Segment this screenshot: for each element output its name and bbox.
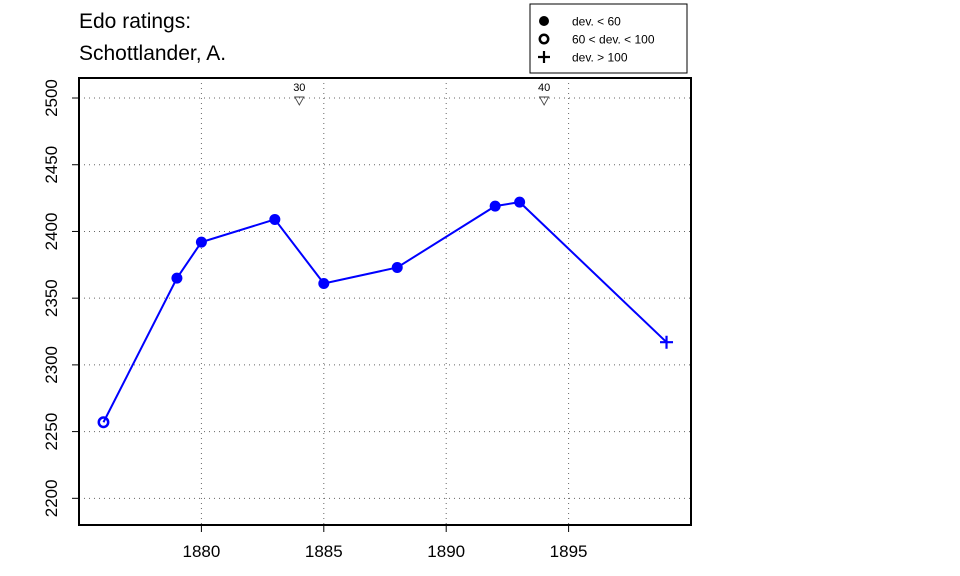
annotations: 30 40: [293, 82, 550, 106]
x-tick-label: 1880: [182, 542, 220, 561]
legend-marker: [539, 16, 549, 26]
chart-title: Edo ratings:: [79, 10, 192, 33]
annotation-marker: [538, 96, 550, 106]
data-point: [514, 196, 526, 208]
data-series: [97, 196, 674, 429]
axes: 2200 2250 2300 2350 2400 2450 2500 1880 1885 1890…: [42, 79, 588, 561]
data-point: [195, 236, 207, 248]
annotation-label: 40: [538, 82, 550, 94]
annotation-marker: [294, 96, 305, 106]
data-point: [660, 335, 674, 349]
x-tick-label: 1895: [550, 542, 588, 561]
chart-subtitle: Schottlander, A.: [79, 42, 227, 65]
data-point: [489, 200, 501, 212]
y-tick-label: 2250: [42, 413, 61, 451]
annotation-label: 30: [293, 82, 305, 94]
y-tick-label: 2500: [42, 79, 61, 117]
legend-marker: [538, 33, 550, 45]
y-tick-label: 2400: [42, 213, 61, 251]
y-tick-label: 2200: [42, 479, 61, 517]
grid-lines: [79, 78, 691, 525]
plot-frame: [78, 77, 692, 526]
data-point: [97, 416, 110, 429]
legend-box: [529, 3, 688, 74]
y-tick-label: 2300: [42, 346, 61, 384]
legend-label: 60 < dev. < 100: [572, 33, 655, 47]
data-point: [391, 261, 403, 273]
y-tick-label: 2350: [42, 279, 61, 317]
legend-label: dev. > 100: [572, 51, 628, 65]
legend-marker: [538, 51, 550, 63]
legend-label: dev. < 60: [572, 15, 621, 29]
y-tick-label: 2450: [42, 146, 61, 184]
x-tick-label: 1890: [427, 542, 465, 561]
x-tick-label: 1885: [305, 542, 343, 561]
legend: dev. < 60 60 < dev. < 100 dev. > 100: [529, 3, 688, 74]
series-line: [102, 201, 668, 423]
data-point: [269, 213, 281, 225]
data-point: [318, 277, 330, 289]
data-point: [171, 272, 183, 284]
